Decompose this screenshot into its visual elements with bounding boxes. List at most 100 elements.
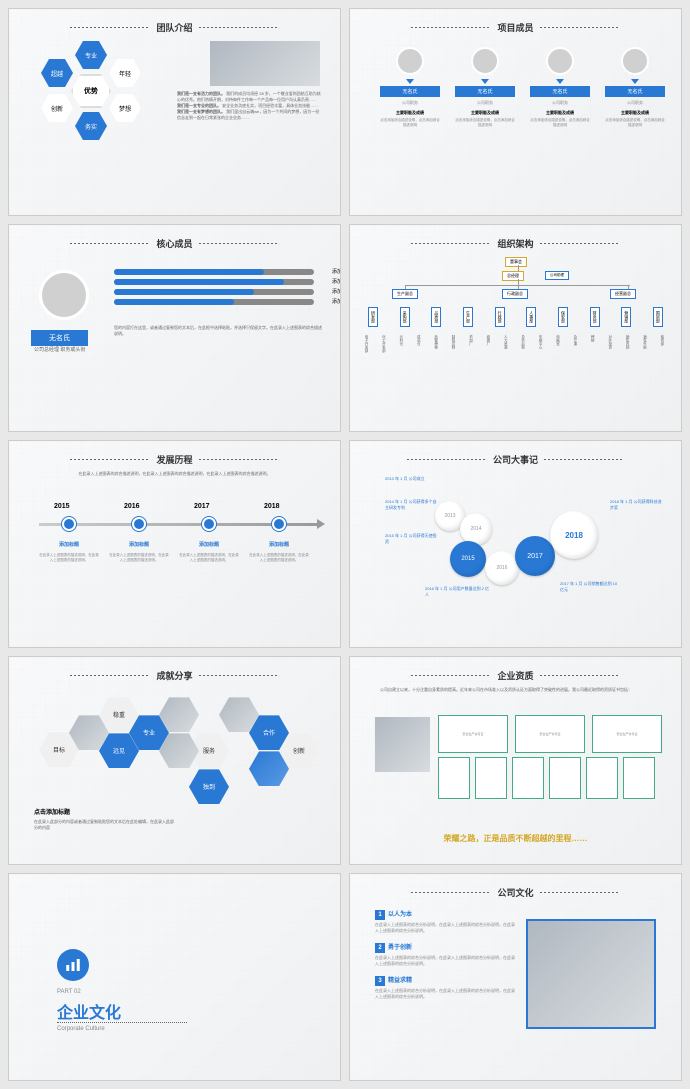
slide-part-divider: PART 02 企业文化 Corporate Culture bbox=[8, 873, 341, 1081]
slide-project-members: 项目成员 无名氏 公司职务 主要职能及成绩 点击添加综合描述说明，点击添加综合描… bbox=[349, 8, 682, 216]
timeline-dot bbox=[274, 519, 284, 529]
certificate bbox=[512, 757, 544, 799]
org-node: 董事会 bbox=[505, 257, 527, 267]
slide-company-culture: 公司文化 1以人为本 在此录入上述图表的综合分析说明，在此录入上述图表的综合分析… bbox=[349, 873, 682, 1081]
org-leaf: 机加厂 bbox=[469, 333, 474, 355]
org-dept: 行政部 bbox=[495, 307, 505, 327]
slide-achievements: 成就分享 目标 稳重 专业 远见 服务 独到 合作 创新 点击添加标题 在此录入… bbox=[8, 656, 341, 864]
org-dept: 保安部 bbox=[558, 307, 568, 327]
slide-title: 企业资质 bbox=[497, 669, 533, 682]
org-leaf: 电子开发部 bbox=[365, 333, 370, 355]
timeline-year: 2017 bbox=[194, 503, 210, 510]
org-leaf: 人力资源 bbox=[504, 333, 509, 355]
org-dept: 营销部 bbox=[621, 307, 631, 327]
timeline-dot bbox=[134, 519, 144, 529]
org-leaf: 制程控制 bbox=[452, 333, 457, 355]
timeline-year: 2018 bbox=[264, 503, 280, 510]
year-bubble: 2015 bbox=[450, 541, 486, 577]
timeline-dot bbox=[204, 519, 214, 529]
org-dept: 生产部 bbox=[463, 307, 473, 327]
org-leaf: 对外投资 bbox=[609, 333, 614, 355]
org-leaf: 车辆中心 bbox=[539, 333, 544, 355]
hex-item: 梦想 bbox=[109, 94, 141, 122]
slide-title: 项目成员 bbox=[497, 21, 533, 34]
slide-title: 成就分享 bbox=[156, 669, 192, 682]
history-intro: 在此录入上述图表的综合描述说明，在此录入上述图表的综合描述说明，在此录入上述图表… bbox=[39, 471, 310, 477]
org-node: 公司助理 bbox=[545, 271, 569, 280]
certificate: 安全生产许可证 bbox=[438, 715, 508, 753]
part-en: Corporate Culture bbox=[57, 1026, 105, 1032]
cert-image bbox=[375, 717, 430, 772]
org-dept: 采购部 bbox=[400, 307, 410, 327]
slide-title: 公司大事记 bbox=[493, 453, 538, 466]
core-name: 无名氏 bbox=[31, 330, 88, 346]
culture-item: 3精益求精 在此录入上述图表的综合分析说明，在此录入上述图表的综合分析说明，在此… bbox=[375, 975, 515, 1000]
timeline-year: 2015 bbox=[54, 503, 70, 510]
qual-intro: 公司自建立以来，十分注重自身素质的提高。近年来公司在市场准入以及资质认证方面取得… bbox=[380, 687, 651, 693]
member-name: 无名氏 bbox=[380, 86, 440, 97]
org-leaf: 元料仓 bbox=[400, 333, 405, 355]
timeline-desc: 在此录入上述图表的描述说明，在此录入上述图表的描述说明。 bbox=[39, 553, 99, 563]
org-leaf: 销售内勤 bbox=[626, 333, 631, 355]
hex-item: 专业 bbox=[75, 41, 107, 69]
org-leaf: 品管稽核 bbox=[435, 333, 440, 355]
slide-title: 公司文化 bbox=[497, 886, 533, 899]
member-card: 无名氏 公司职务 主要职能及成绩 点击添加综合描述说明，点击添加综合描述说明 bbox=[380, 47, 440, 128]
year-bubble: 2016 bbox=[485, 551, 519, 585]
org-node: 生产副总 bbox=[392, 289, 418, 299]
add-title: 点击添加标题 bbox=[34, 807, 70, 816]
timeline-title: 添加标题 bbox=[179, 541, 239, 548]
year-bubble: 2018 bbox=[550, 511, 598, 559]
slogan: 荣耀之路，正是品质不断超越的里程…… bbox=[350, 833, 681, 844]
culture-item: 1以人为本 在此录入上述图表的综合分析说明，在此录入上述图表的综合分析说明，在此… bbox=[375, 909, 515, 934]
slide-qualifications: 企业资质 公司自建立以来，十分注重自身素质的提高。近年来公司在市场准入以及资质认… bbox=[349, 656, 682, 864]
culture-item: 2勇于创新 在此录入上述图表的综合分析说明，在此录入上述图表的综合分析说明，在此… bbox=[375, 942, 515, 967]
slide-title: 发展历程 bbox=[156, 453, 192, 466]
skill-bars: 添加内容 添加内容 添加内容 添加内容 bbox=[114, 265, 314, 309]
member-card: 无名氏 公司职务 主要职能及成绩 点击添加综合描述说明，点击添加综合描述说明 bbox=[530, 47, 590, 128]
certificate: 安全生产许可证 bbox=[592, 715, 662, 753]
org-leaf: 稽核 bbox=[591, 333, 596, 355]
core-role: 公司总经理 职务或头衔 bbox=[34, 347, 104, 355]
org-node: 总经理 bbox=[502, 271, 524, 281]
org-leaf: 化工开发部 bbox=[382, 333, 387, 355]
certificate bbox=[438, 757, 470, 799]
timeline-dot bbox=[64, 519, 74, 529]
hex-center: 优势 bbox=[71, 74, 111, 108]
timeline-desc: 在此录入上述图表的描述说明，在此录入上述图表的描述说明。 bbox=[109, 553, 169, 563]
timeline-desc: 在此录入上述图表的描述说明，在此录入上述图表的描述说明。 bbox=[179, 553, 239, 563]
slide-milestones: 公司大事记 2013 2014 2015 2016 2017 2018 2013… bbox=[349, 440, 682, 648]
org-dept: 财务部 bbox=[590, 307, 600, 327]
org-dept: 品质部 bbox=[431, 307, 441, 327]
certificate bbox=[623, 757, 655, 799]
org-leaf: 会计课 bbox=[574, 333, 579, 355]
certificate bbox=[586, 757, 618, 799]
hex-item: 年轻 bbox=[109, 59, 141, 87]
org-node: 行政副总 bbox=[502, 289, 528, 299]
timeline-year: 2016 bbox=[124, 503, 140, 510]
org-dept: 研发部 bbox=[368, 307, 378, 327]
member-role: 公司职务 bbox=[380, 100, 440, 106]
org-leaf: 销售外部 bbox=[644, 333, 649, 355]
timeline-title: 添加标题 bbox=[249, 541, 309, 548]
slide-history: 发展历程 在此录入上述图表的综合描述说明，在此录入上述图表的综合描述说明，在此录… bbox=[8, 440, 341, 648]
certificate: 安全生产许可证 bbox=[515, 715, 585, 753]
org-leaf: 成品仓 bbox=[417, 333, 422, 355]
hex-item: 务实 bbox=[75, 112, 107, 140]
timeline-desc: 在此录入上述图表的描述说明，在此录入上述图表的描述说明。 bbox=[249, 553, 309, 563]
org-leaf: 电脑室 bbox=[556, 333, 561, 355]
certificate bbox=[475, 757, 507, 799]
org-leaf: 组装厂 bbox=[487, 333, 492, 355]
slide-org-chart: 组织架构 董事会 总经理 公司助理 生产副总 行政副总 经营副总 研发部采购部品… bbox=[349, 224, 682, 432]
hex-item: 超越 bbox=[41, 59, 73, 87]
event-text: 2013 年 1 月 公司成立 bbox=[385, 476, 445, 482]
slide-title: 团队介绍 bbox=[156, 21, 192, 34]
team-image bbox=[210, 41, 320, 86]
slide-title: 核心成员 bbox=[156, 237, 192, 250]
timeline-title: 添加标题 bbox=[109, 541, 169, 548]
body-text: 我们是一支有活力的团队。 bbox=[177, 91, 225, 96]
member-card: 无名氏 公司职务 主要职能及成绩 点击添加综合描述说明，点击添加综合描述说明 bbox=[455, 47, 515, 128]
org-node: 经营副总 bbox=[610, 289, 636, 299]
hex-item: 创新 bbox=[41, 94, 73, 122]
org-dept: 国贸部 bbox=[653, 307, 663, 327]
